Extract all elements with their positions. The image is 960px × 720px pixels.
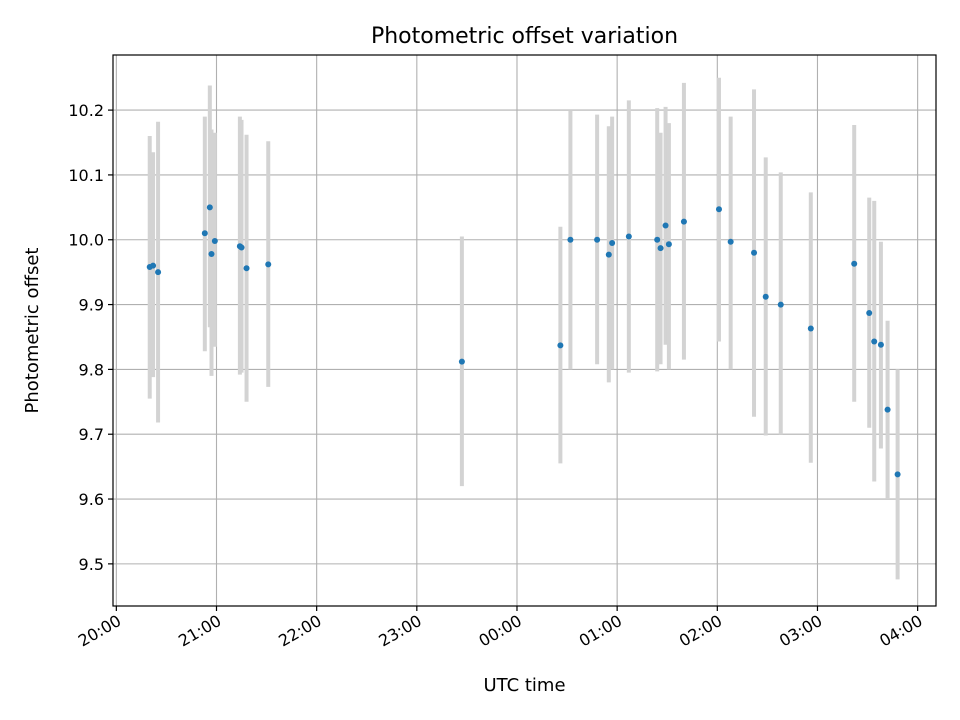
data-point [751,249,758,256]
data-point [715,206,722,213]
data-point [208,251,215,258]
data-point [150,262,157,269]
data-point [727,238,734,245]
data-point [206,204,213,211]
data-point [155,269,162,276]
data-point [680,218,687,225]
data-point [884,406,891,413]
y-tick-label: 10.0 [68,231,104,250]
grid [113,55,936,606]
data-point [594,236,601,243]
data-point [458,358,465,365]
data-point [265,261,272,268]
data-point [871,338,878,345]
plot-frame [112,54,937,607]
x-axis-label: UTC time [483,675,565,696]
data-point [657,245,664,252]
data-point [894,471,901,478]
data-point [605,251,612,258]
data-point [557,342,564,349]
data-point [238,244,245,251]
y-tick-label: 9.6 [79,490,104,509]
data-point [877,341,884,348]
y-axis-label: Photometric offset [22,248,43,414]
y-axis-ticks: 9.5 9.6 9.7 9.8 9.9 10.0 10.1 10.2 [68,101,113,574]
data-point [807,325,814,332]
y-tick-label: 10.2 [68,101,104,120]
data-point [625,233,632,240]
data-point [866,309,873,316]
data-point [567,236,574,243]
data-point [777,301,784,308]
y-tick-label: 9.7 [79,425,104,444]
data-point [762,293,769,300]
y-tick-label: 10.1 [68,166,104,185]
data-point [851,260,858,267]
data-points [146,204,901,478]
data-point [201,230,208,237]
data-point [609,239,616,246]
chart-title: Photometric offset variation [371,24,678,49]
data-point [654,236,661,243]
y-tick-label: 9.9 [79,296,104,315]
data-point [662,222,669,229]
data-point [211,238,218,245]
y-tick-label: 9.5 [79,555,104,574]
data-point [665,241,672,248]
y-tick-label: 9.8 [79,360,104,379]
data-point [243,265,250,272]
